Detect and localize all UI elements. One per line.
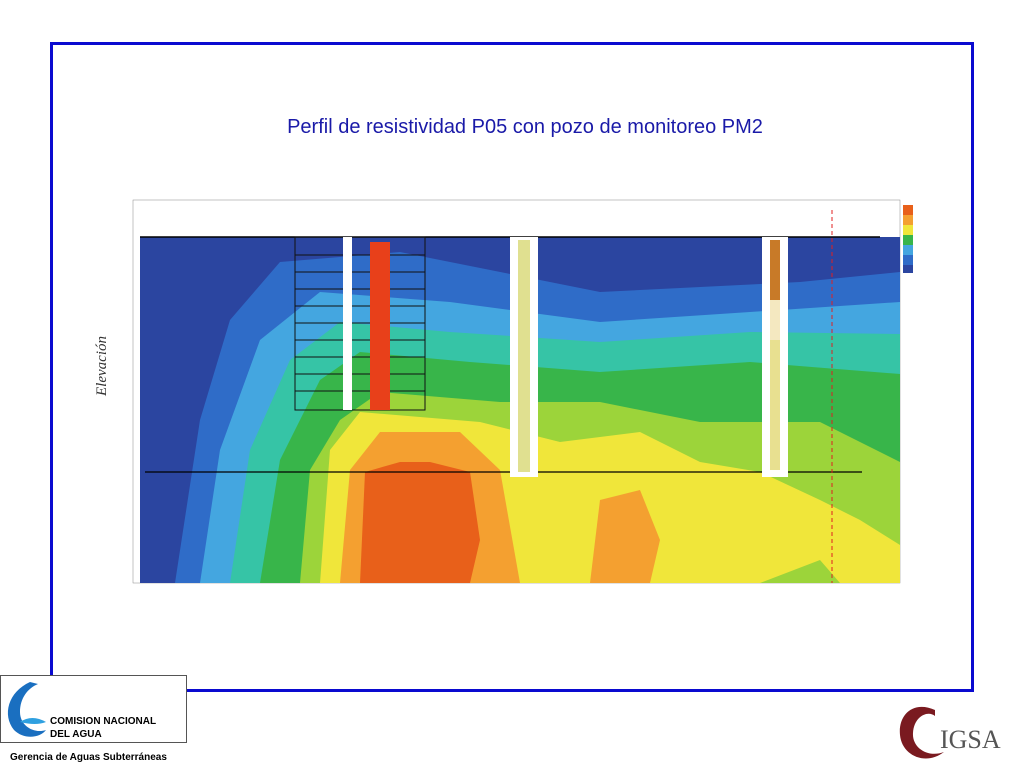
logo-mark xyxy=(7,682,46,737)
slide-title: Perfil de resistividad P05 con pozo de m… xyxy=(287,116,763,138)
well-pm2-clay xyxy=(770,240,780,300)
frame xyxy=(50,42,974,692)
layer-orange-2 xyxy=(590,490,660,583)
logo-caption: Gerencia de Aguas Subterráneas xyxy=(10,752,167,763)
axis-label: Elevación xyxy=(94,336,110,397)
logo-wave xyxy=(20,718,46,724)
colorbar xyxy=(903,205,913,273)
logo-c xyxy=(899,706,944,759)
well-log xyxy=(370,242,390,410)
layer-red xyxy=(360,462,480,583)
well-pm2-gravel xyxy=(770,340,780,470)
logo-right: IGSA xyxy=(899,706,1001,759)
well-pm2-sand xyxy=(770,300,780,340)
logo-line2: DEL AGUA xyxy=(50,729,102,740)
logo-line1: COMISION NACIONAL xyxy=(50,716,156,727)
logo-text: IGSA xyxy=(940,725,1001,754)
well-pc-fill xyxy=(518,240,530,472)
logo-left: COMISION NACIONAL DEL AGUA Gerencia de A… xyxy=(0,675,187,763)
well-column xyxy=(343,237,352,410)
well-grid xyxy=(294,236,426,411)
resistivity-figure: Elevación xyxy=(94,199,913,584)
